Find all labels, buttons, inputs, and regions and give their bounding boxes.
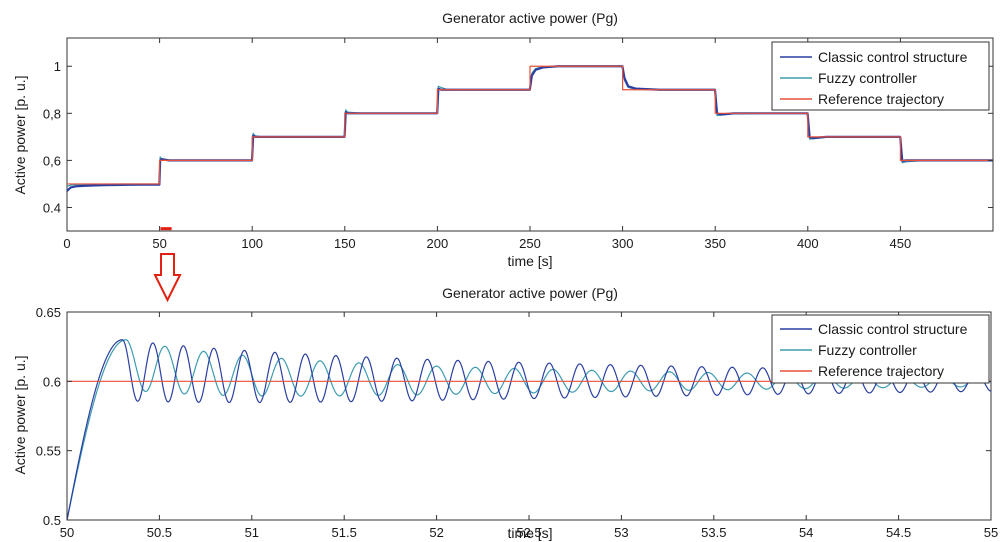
y-tick-label: 0.55: [36, 444, 61, 459]
x-tick-label: 53.5: [701, 525, 726, 540]
legend-label-fuzzy: Fuzzy controller: [818, 70, 917, 86]
series-line-reference: [67, 65, 993, 185]
chart-zoom: Generator active power (Pg) 50 50.5 51 51.5…: [12, 285, 998, 541]
x-tick-label: 350: [704, 236, 726, 251]
x-tick-label: 54.5: [886, 525, 911, 540]
x-tick-label: 200: [427, 236, 449, 251]
x-axis-label: time [s]: [507, 253, 552, 269]
x-tick-label: 55: [984, 525, 998, 540]
x-tick-label: 51.5: [332, 525, 357, 540]
y-tick-label: 0,8: [43, 106, 61, 121]
x-axis-label: time [s]: [507, 525, 552, 541]
legend-label-reference: Reference trajectory: [818, 363, 944, 379]
x-tick-label: 52: [429, 525, 443, 540]
legend-label-classic: Classic control structure: [818, 49, 968, 65]
x-tick-label: 50: [152, 236, 166, 251]
x-tick-label: 50: [60, 525, 74, 540]
x-tick-label: 50.5: [147, 525, 172, 540]
chart-title: Generator active power (Pg): [442, 10, 618, 26]
legend: Classic control structure Fuzzy controll…: [771, 41, 990, 111]
x-tick-label: 52.5: [516, 525, 541, 540]
x-tick-label: 51: [245, 525, 259, 540]
y-tick-label: 0.4: [43, 200, 61, 215]
y-tick-label: 1: [54, 59, 61, 74]
y-tick-label: 0.65: [36, 305, 61, 320]
x-tick-label: 54: [799, 525, 813, 540]
legend-label-reference: Reference trajectory: [818, 91, 944, 107]
x-tick-label: 300: [612, 236, 634, 251]
series-layer: [67, 65, 993, 192]
x-tick-label: 450: [890, 236, 912, 251]
ticks-layer: 50 50.5 51 51.5 52 52.5 53 53.5 54 54.5 55 0.5 0.55 0…: [36, 305, 999, 540]
series-line-classic: [67, 339, 991, 520]
y-tick-label: 0.6: [43, 374, 61, 389]
x-tick-label: 400: [797, 236, 819, 251]
x-tick-label: 0: [63, 236, 70, 251]
chart-overview: Generator active power (Pg) 0 50 100 150 200…: [12, 10, 994, 269]
y-tick-label: 0,6: [43, 153, 61, 168]
x-tick-label: 53: [614, 525, 628, 540]
legend: Classic control structure Fuzzy controll…: [771, 314, 990, 384]
zoom-arrow-icon: [153, 253, 182, 303]
legend-label-fuzzy: Fuzzy controller: [818, 342, 917, 358]
y-tick-label: 0.5: [43, 513, 61, 528]
x-tick-label: 250: [519, 236, 541, 251]
y-axis-label: Active power [p. u.]: [12, 75, 28, 194]
chart-title: Generator active power (Pg): [442, 285, 618, 301]
ticks-layer: 0 50 100 150 200 250 300 350 400 450 0.4 0,6 0,8 1: [43, 38, 993, 251]
legend-label-classic: Classic control structure: [818, 321, 968, 337]
x-tick-label: 100: [241, 236, 263, 251]
x-tick-label: 150: [334, 236, 356, 251]
y-axis-label: Active power [p. u.]: [12, 355, 28, 474]
